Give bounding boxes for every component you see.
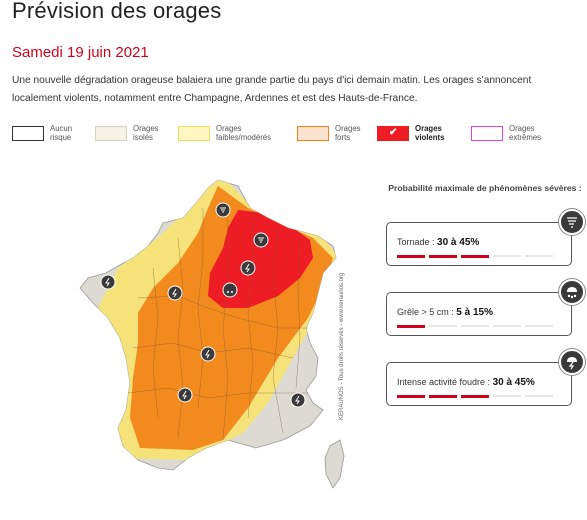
legend-label: isolés <box>133 133 153 142</box>
legend-swatch-none <box>12 126 44 141</box>
legend-label: violents <box>415 133 445 142</box>
lightning-icon <box>200 346 216 362</box>
risk-legend: Aucun risque Orages isolés Orages faibles/m… <box>12 124 582 146</box>
lightning-icon <box>559 349 585 375</box>
lightning-icon <box>177 387 193 403</box>
map-credit: KERAUNOS - Tous droits réservés - www.ke… <box>339 272 345 420</box>
tornado-bars <box>397 255 555 258</box>
storm-icons <box>100 202 306 408</box>
page-title: Prévision des orages <box>12 0 222 23</box>
legend-label: Orages <box>415 124 442 133</box>
zone-violent <box>208 210 313 308</box>
lightning-label: Intense activité foudre : 30 à 45% <box>397 377 535 388</box>
severity-panel-title: Probabilité maximale de phénomènes sévèr… <box>388 183 582 193</box>
lightning-icon <box>290 392 306 408</box>
tornado-card: Tornade : 30 à 45% <box>386 209 585 266</box>
legend-label: Orages <box>216 124 242 133</box>
lightning-icon <box>240 260 256 276</box>
tornado-icon <box>253 232 269 248</box>
legend-label: Orages <box>509 124 535 133</box>
legend-swatch-strong <box>297 126 329 141</box>
legend-label: Aucun <box>50 124 73 133</box>
france-storm-map <box>79 179 345 489</box>
forecast-date: Samedi 19 juin 2021 <box>12 44 149 61</box>
hail-value: 5 à 15% <box>456 307 493 318</box>
tornado-icon <box>215 202 231 218</box>
hail-label-text: Grêle > 5 cm : <box>397 307 457 317</box>
legend-label: Orages <box>133 124 159 133</box>
check-icon: ✔ <box>389 127 398 138</box>
tornado-value: 30 à 45% <box>437 237 480 248</box>
lightning-value: 30 à 45% <box>492 377 535 388</box>
lightning-icon <box>100 274 116 290</box>
tornado-icon <box>559 209 585 235</box>
legend-label: faibles/modérés <box>216 133 272 142</box>
legend-swatch-extreme <box>471 126 503 141</box>
forecast-intro: Une nouvelle dégradation orageuse balaie… <box>12 75 532 104</box>
lightning-bars <box>397 395 555 398</box>
lightning-card: Intense activité foudre : 30 à 45% <box>386 349 585 406</box>
lightning-label-text: Intense activité foudre : <box>397 377 493 387</box>
tornado-label-text: Tornade : <box>397 237 438 247</box>
legend-label: Orages <box>335 124 361 133</box>
legend-swatch-violent: ✔ <box>377 126 409 141</box>
legend-swatch-weak <box>178 126 210 141</box>
legend-label: forts <box>335 133 351 142</box>
hail-icon <box>222 282 238 298</box>
lightning-icon <box>167 285 183 301</box>
legend-label: extrêmes <box>509 133 542 142</box>
legend-label: risque <box>50 133 72 142</box>
tornado-label: Tornade : 30 à 45% <box>397 237 479 248</box>
hail-card: Grêle > 5 cm : 5 à 15% <box>386 279 585 336</box>
hail-icon <box>559 279 585 305</box>
hail-label: Grêle > 5 cm : 5 à 15% <box>397 307 493 318</box>
corsica-outline <box>324 439 345 489</box>
legend-swatch-isolated <box>95 126 127 141</box>
hail-bars <box>397 325 555 328</box>
